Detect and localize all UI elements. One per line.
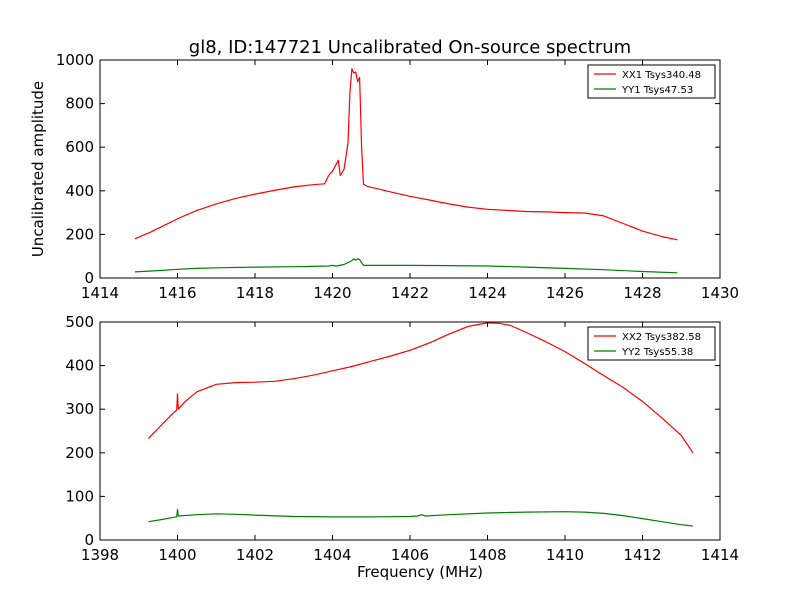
- bottom-panel: 1398 1400 1402 1404 1406 1408 1410 1412 1414 0 100…: [65, 313, 739, 581]
- legend-label: YY2 Tsys55.38: [621, 347, 693, 358]
- x-tick-label: 1400: [158, 546, 196, 564]
- x-axis-label: Frequency (MHz): [357, 563, 483, 581]
- series-line-xx2: [147, 322, 694, 454]
- chart-title: gl8, ID:147721 Uncalibrated On-source sp…: [189, 37, 631, 58]
- legend-box: [587, 326, 716, 361]
- y-tick-label: 500: [65, 313, 94, 331]
- x-tick-label: 1412: [623, 546, 661, 564]
- x-tick-label: 1426: [546, 284, 584, 302]
- x-tick-label: 1414: [81, 284, 119, 302]
- y-tick-label: 1000: [56, 51, 94, 69]
- x-tick-label: 1406: [391, 546, 429, 564]
- series-line-yy2: [148, 508, 693, 527]
- x-tick-label: 1422: [391, 284, 429, 302]
- y-tick-label: 200: [65, 225, 94, 243]
- y-tick-label: 300: [65, 400, 94, 418]
- x-tick-label: 1424: [468, 284, 506, 302]
- legend-label: YY1 Tsys47.53: [621, 85, 693, 96]
- x-tick-label: 1420: [313, 284, 351, 302]
- x-tick-label: 1416: [158, 284, 196, 302]
- x-tick-label: 1414: [701, 546, 739, 564]
- y-tick-label: 800: [65, 95, 94, 113]
- x-tick-label: 1410: [546, 546, 584, 564]
- series-line-yy1: [134, 258, 678, 274]
- y-axis-label: Uncalibrated amplitude: [29, 81, 47, 257]
- x-tick-label: 1398: [81, 546, 119, 564]
- y-tick-label: 100: [65, 487, 94, 505]
- y-tick-label: 0: [84, 531, 94, 549]
- y-tick-label: 400: [65, 182, 94, 200]
- legend-label: XX2 Tsys382.58: [622, 332, 701, 343]
- x-tick-label: 1404: [313, 546, 351, 564]
- legend-box: [587, 64, 716, 99]
- x-tick-label: 1418: [236, 284, 274, 302]
- y-tick-label: 200: [65, 444, 94, 462]
- y-tick-label: 0: [84, 269, 94, 287]
- y-tick-label: 400: [65, 357, 94, 375]
- top-panel: 1414 1416 1418 1420 1422 1424 1426 1428 1430 0 200…: [29, 51, 739, 302]
- x-tick-label: 1428: [623, 284, 661, 302]
- legend-label: XX1 Tsys340.48: [622, 70, 701, 81]
- x-tick-label: 1408: [468, 546, 506, 564]
- y-tick-label: 600: [65, 138, 94, 156]
- x-tick-label: 1402: [236, 546, 274, 564]
- series-line-xx1: [134, 68, 678, 241]
- x-tick-label: 1430: [701, 284, 739, 302]
